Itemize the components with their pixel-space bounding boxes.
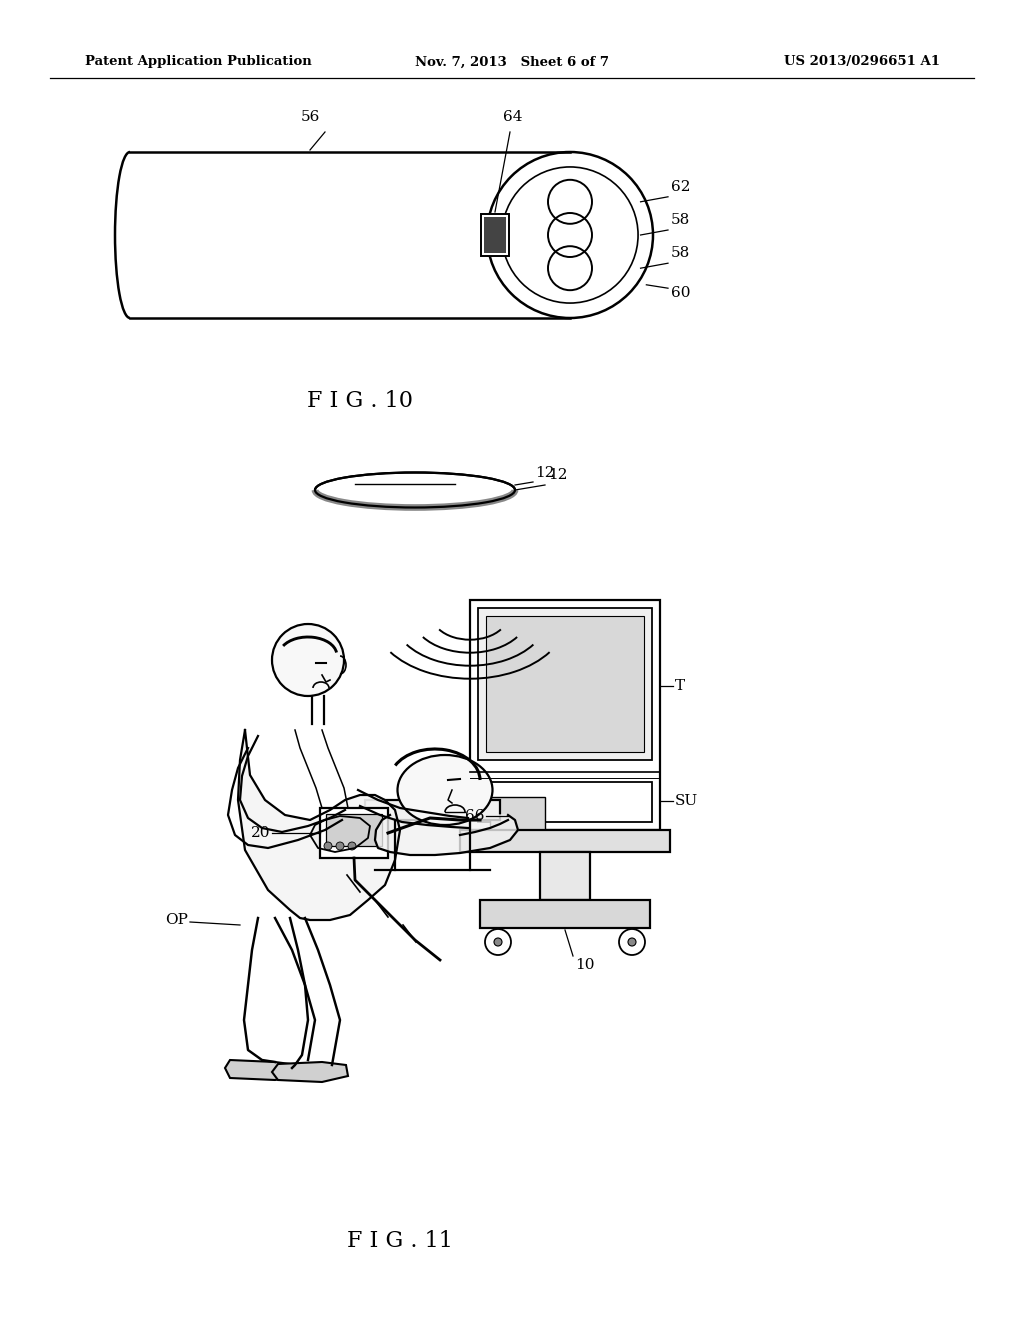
Circle shape (494, 939, 502, 946)
Text: Nov. 7, 2013   Sheet 6 of 7: Nov. 7, 2013 Sheet 6 of 7 (415, 55, 609, 69)
Polygon shape (310, 816, 370, 851)
Text: 58: 58 (671, 247, 690, 260)
Text: T: T (675, 678, 685, 693)
Text: 10: 10 (575, 958, 595, 972)
Text: 60: 60 (671, 286, 690, 300)
Text: OP: OP (165, 913, 188, 927)
Bar (480, 900, 650, 928)
Text: F I G . 11: F I G . 11 (347, 1230, 453, 1251)
Text: Patent Application Publication: Patent Application Publication (85, 55, 311, 69)
Polygon shape (225, 1060, 300, 1080)
Circle shape (628, 939, 636, 946)
Text: SU: SU (675, 795, 698, 808)
Circle shape (324, 842, 332, 850)
Circle shape (348, 842, 356, 850)
Polygon shape (238, 730, 400, 920)
Text: 56: 56 (300, 110, 319, 124)
Bar (478, 781, 652, 822)
Bar (481, 214, 509, 256)
Bar (319, 808, 388, 858)
Circle shape (336, 842, 344, 850)
Bar (478, 609, 652, 760)
Text: 58: 58 (671, 213, 690, 227)
Bar (486, 616, 644, 752)
Polygon shape (272, 1063, 348, 1082)
Text: US 2013/0296651 A1: US 2013/0296651 A1 (784, 55, 940, 69)
Text: 20: 20 (251, 826, 270, 840)
Text: F I G . 10: F I G . 10 (307, 389, 413, 412)
Ellipse shape (397, 755, 493, 825)
Bar (470, 601, 660, 830)
Text: 12: 12 (535, 466, 555, 480)
Bar (484, 216, 506, 253)
Text: 66: 66 (466, 809, 485, 822)
Bar (460, 830, 670, 851)
Bar (490, 797, 545, 836)
Bar (540, 851, 590, 900)
Text: 62: 62 (671, 180, 690, 194)
Text: 64: 64 (503, 110, 522, 124)
Bar (326, 814, 382, 846)
Circle shape (272, 624, 344, 696)
Polygon shape (375, 814, 518, 855)
Text: 12: 12 (548, 469, 567, 482)
Bar (365, 800, 500, 820)
